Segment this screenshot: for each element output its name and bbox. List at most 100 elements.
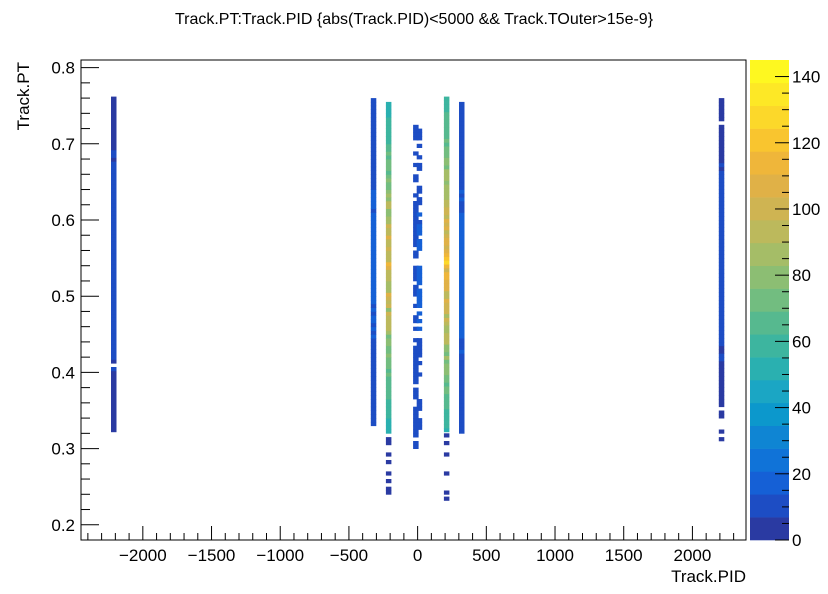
heatmap-cell <box>370 227 377 232</box>
heatmap-cell <box>718 250 725 255</box>
heatmap-cell <box>459 208 465 213</box>
heatmap-cell <box>385 284 392 289</box>
x-tick-label: −500 <box>330 546 368 565</box>
heatmap-cell <box>413 315 419 320</box>
heatmap-cell <box>718 311 725 316</box>
heatmap-cell <box>413 338 419 343</box>
heatmap-cell <box>385 277 392 282</box>
heatmap-cell <box>370 151 377 156</box>
heatmap-cell <box>111 176 117 181</box>
heatmap-cell <box>459 326 465 331</box>
heatmap-cell <box>443 374 450 379</box>
heatmap-cell <box>370 353 377 358</box>
heatmap-cell <box>370 132 377 137</box>
heatmap-cell <box>413 227 419 232</box>
heatmap-cell <box>416 136 423 141</box>
heatmap-cell <box>443 256 450 261</box>
heatmap-cell <box>718 357 725 362</box>
heatmap-cell <box>459 406 465 411</box>
heatmap-cell <box>443 452 450 457</box>
heatmap-cell <box>459 395 465 400</box>
heatmap-cell <box>385 353 392 358</box>
heatmap-cell <box>111 268 117 273</box>
heatmap-cell <box>718 178 725 183</box>
heatmap-cell <box>385 124 392 129</box>
heatmap-cell <box>416 349 423 354</box>
heatmap-cell <box>111 142 117 147</box>
x-tick-label: 1500 <box>605 546 643 565</box>
heatmap-cell <box>413 174 419 179</box>
heatmap-cell <box>385 322 392 328</box>
heatmap-cell <box>111 241 117 246</box>
heatmap-cell <box>416 281 423 286</box>
heatmap-cell <box>718 269 725 274</box>
heatmap-cell <box>111 146 117 151</box>
heatmap-cell <box>385 372 392 377</box>
heatmap-cell <box>718 223 725 228</box>
heatmap-cell <box>385 330 392 335</box>
heatmap-cell <box>111 195 117 200</box>
heatmap-cell <box>413 441 419 446</box>
heatmap-cell <box>413 223 419 228</box>
heatmap-cell <box>413 265 419 270</box>
heatmap-cell <box>718 288 725 293</box>
colorbar-swatch <box>750 82 789 107</box>
heatmap-cell <box>443 153 450 158</box>
heatmap-cell <box>459 315 465 320</box>
heatmap-cell <box>416 242 423 248</box>
heatmap-cell <box>111 161 117 166</box>
heatmap-cell <box>370 410 377 415</box>
heatmap-cell <box>718 380 725 385</box>
heatmap-cell <box>443 142 450 147</box>
heatmap-cells <box>111 96 725 501</box>
heatmap-cell <box>416 353 423 358</box>
colorbar-swatch <box>750 174 789 198</box>
heatmap-cell <box>416 128 423 133</box>
heatmap-cell <box>718 170 725 175</box>
heatmap-cell <box>111 393 117 398</box>
heatmap-cell <box>413 391 419 396</box>
heatmap-cell <box>111 207 117 212</box>
heatmap-cell <box>443 367 450 372</box>
y-tick-label: 0.8 <box>51 59 75 78</box>
heatmap-cell <box>370 155 377 160</box>
heatmap-cell <box>718 334 725 339</box>
heatmap-cell <box>459 170 465 175</box>
heatmap-cell <box>416 231 423 236</box>
heatmap-cell <box>413 326 419 331</box>
heatmap-cell <box>370 140 377 145</box>
heatmap-cell <box>443 283 450 288</box>
heatmap-cell <box>718 216 725 221</box>
heatmap-cell <box>370 292 377 297</box>
heatmap-cell <box>385 212 392 217</box>
heatmap-cell <box>111 153 117 158</box>
heatmap-cell <box>413 421 419 427</box>
heatmap-cell <box>459 338 465 343</box>
heatmap-cell <box>443 294 450 299</box>
heatmap-cell <box>459 387 465 392</box>
heatmap-cell <box>459 322 465 328</box>
heatmap-cell <box>385 296 392 301</box>
heatmap-cell <box>718 273 725 278</box>
heatmap-cell <box>413 357 419 362</box>
heatmap-cell <box>718 395 725 400</box>
heatmap-cell <box>385 166 392 171</box>
heatmap-cell <box>718 265 725 270</box>
heatmap-cell <box>416 265 423 270</box>
y-tick-label: 0.7 <box>51 135 75 154</box>
heatmap-cell <box>459 242 465 248</box>
heatmap-cell <box>385 178 392 183</box>
heatmap-cell <box>718 113 725 118</box>
heatmap-cell <box>370 281 377 286</box>
heatmap-cell <box>459 132 465 137</box>
heatmap-cell <box>413 376 419 381</box>
colorbar-swatch <box>750 357 789 381</box>
heatmap-cell <box>111 111 117 116</box>
heatmap-cell <box>718 391 725 396</box>
heatmap-cell <box>385 338 392 343</box>
heatmap-cell <box>416 239 423 244</box>
heatmap-cell <box>459 216 465 221</box>
heatmap-cell <box>443 490 450 495</box>
heatmap-cell <box>413 361 419 366</box>
heatmap-cell <box>370 300 377 305</box>
